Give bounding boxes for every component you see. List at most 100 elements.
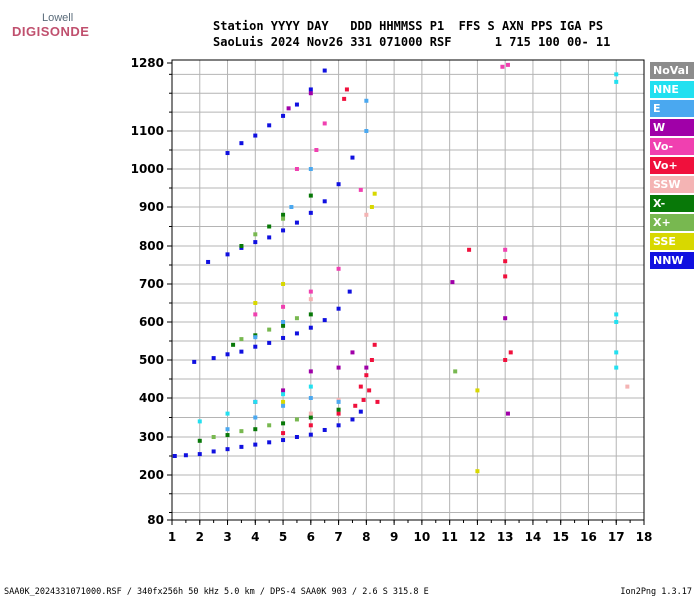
legend-item-sse: SSE	[650, 233, 694, 250]
data-point-sse	[281, 399, 286, 404]
data-point-x-	[267, 327, 272, 332]
y-tick-label: 600	[139, 315, 164, 329]
data-point-nne	[308, 384, 313, 389]
data-point-e	[225, 427, 230, 432]
data-point-nnw	[308, 210, 313, 215]
data-point-vo-	[364, 373, 369, 378]
data-point-nnw	[267, 123, 272, 128]
data-point-vo-	[367, 388, 372, 393]
data-point-vo-	[358, 384, 363, 389]
data-point-nnw	[322, 427, 327, 432]
data-point-w	[503, 316, 508, 321]
data-point-vo-	[336, 411, 341, 416]
data-point-nnw	[225, 252, 230, 257]
data-point-vo-	[508, 350, 513, 355]
data-point-nnw	[239, 444, 244, 449]
data-point-nnw	[197, 452, 202, 457]
y-axis: 80 200 300 400 500 600 700 800 900 1000 1100 1280	[131, 56, 172, 527]
data-point-x-	[267, 224, 272, 229]
data-point-x-	[294, 316, 299, 321]
data-point-w	[308, 91, 313, 96]
data-point-x-	[225, 433, 230, 438]
x-tick-label: 17	[608, 530, 625, 544]
data-point-nnw	[322, 199, 327, 204]
data-point-vo-	[353, 403, 358, 408]
x-tick-label: 10	[414, 530, 431, 544]
legend: NoVal NNE E W Vo- Vo+ SSW X- X+ SSE NNW	[650, 62, 694, 271]
x-tick-label: 8	[362, 530, 370, 544]
data-point-x-	[231, 342, 236, 347]
data-point-w	[505, 411, 510, 416]
data-point-sse	[253, 301, 258, 305]
y-tick-label: 80	[147, 513, 164, 527]
data-point-nnw	[267, 235, 272, 240]
x-tick-label: 18	[636, 530, 653, 544]
data-point-vo-	[503, 358, 508, 362]
x-tick-label: 11	[441, 530, 458, 544]
data-point-w	[364, 365, 369, 370]
legend-item-x-: X-	[650, 195, 694, 212]
data-point-e	[281, 403, 286, 408]
data-point-nnw	[294, 220, 299, 225]
data-point-vo-	[253, 312, 258, 317]
footer-info: SAA0K_2024331071000.RSF / 340fx256h 50 k…	[4, 587, 429, 597]
data-point-w	[286, 106, 291, 111]
data-point-nnw	[281, 228, 286, 233]
x-tick-label: 15	[552, 530, 569, 544]
data-point-nne	[197, 419, 202, 424]
data-point-ssw	[364, 212, 369, 217]
data-point-nnw	[267, 440, 272, 445]
data-point-vo-	[361, 397, 366, 402]
data-point-nnw	[336, 182, 341, 187]
data-point-vo-	[308, 423, 313, 428]
data-point-nnw	[192, 359, 197, 364]
data-point-x-	[197, 438, 202, 443]
data-point-x-	[281, 212, 286, 217]
y-tick-label: 300	[139, 430, 164, 444]
data-point-ssw	[308, 411, 313, 416]
data-point-e	[253, 415, 258, 420]
x-tick-label: 12	[469, 530, 486, 544]
plot-frame	[171, 59, 645, 521]
data-point-x-	[239, 429, 244, 434]
footer: SAA0K_2024331071000.RSF / 340fx256h 50 k…	[4, 587, 696, 597]
data-point-nnw	[336, 306, 341, 311]
data-point-vo-	[369, 358, 374, 362]
legend-item-nnw: NNW	[650, 252, 694, 269]
data-point-nnw	[239, 349, 244, 354]
data-point-x-	[267, 423, 272, 428]
footer-version: Ion2Png 1.3.17	[620, 587, 692, 597]
data-point-nnw	[350, 155, 355, 160]
data-point-vo-	[467, 247, 472, 252]
x-tick-label: 16	[580, 530, 597, 544]
data-point-nnw	[253, 442, 258, 447]
data-points	[172, 62, 630, 474]
legend-item-vo-: Vo+	[650, 157, 694, 174]
y-tick-label: 1100	[131, 124, 164, 138]
data-point-x-	[336, 407, 341, 412]
data-point-nnw	[225, 447, 230, 452]
data-point-nnw	[281, 335, 286, 340]
data-point-vo-	[344, 87, 349, 92]
data-point-x-	[211, 435, 216, 439]
data-point-x-	[281, 216, 286, 221]
data-point-nnw	[206, 259, 211, 264]
legend-item-vo-: Vo-	[650, 138, 694, 155]
legend-item-x-: X+	[650, 214, 694, 231]
data-point-nnw	[336, 423, 341, 428]
x-tick-label: 1	[168, 530, 176, 544]
data-point-w	[350, 350, 355, 355]
data-point-nnw	[308, 432, 313, 437]
y-tick-label: 500	[139, 353, 164, 367]
data-point-x-	[239, 337, 244, 342]
y-tick-label: 900	[139, 200, 164, 214]
data-point-nnw	[253, 240, 258, 245]
data-point-w	[336, 365, 341, 370]
logo-line2: DIGISONDE	[12, 24, 90, 39]
x-tick-label: 13	[497, 530, 514, 544]
data-point-nnw	[225, 151, 230, 156]
data-point-vo-	[375, 399, 380, 404]
x-tick-label: 3	[223, 530, 231, 544]
x-tick-label: 14	[525, 530, 542, 544]
data-point-vo-	[503, 259, 508, 264]
